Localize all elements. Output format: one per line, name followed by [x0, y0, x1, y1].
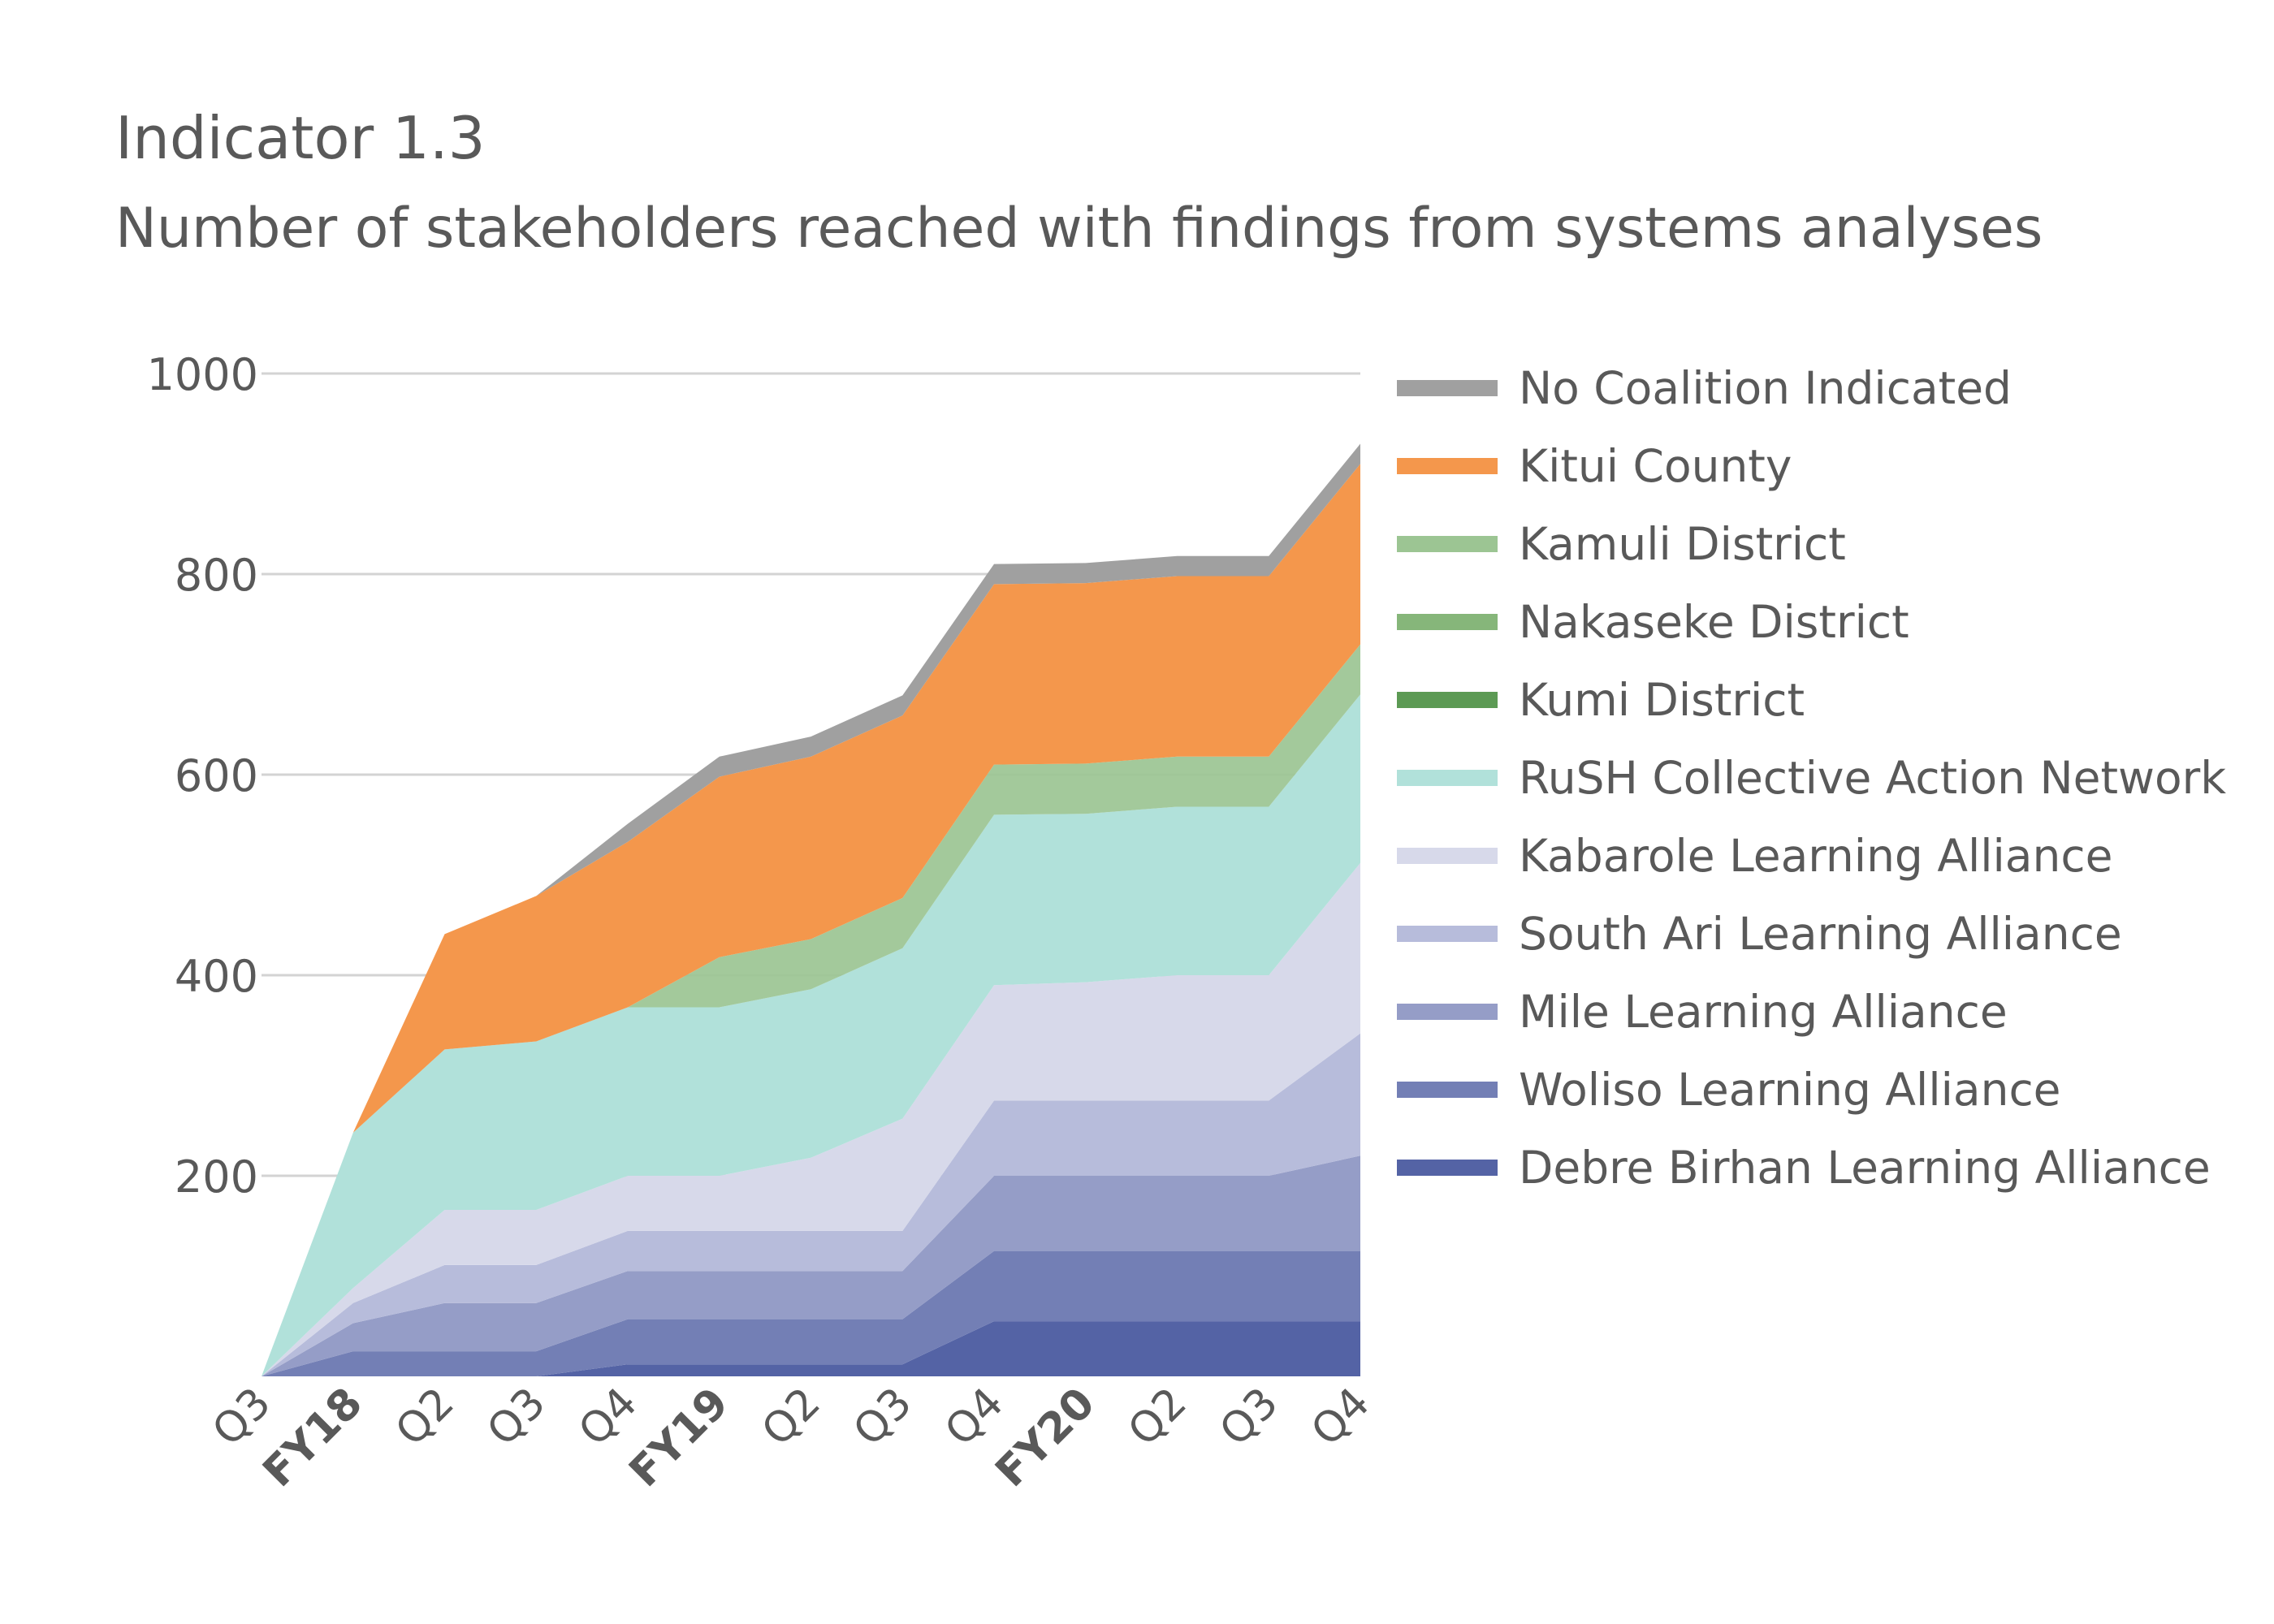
legend-label: RuSH Collective Action Network — [1519, 752, 2227, 804]
legend-swatch — [1397, 926, 1498, 942]
y-tick-label: 1000 — [147, 349, 258, 400]
legend-swatch — [1397, 1160, 1498, 1176]
legend-item: Kamuli District — [1397, 505, 2226, 583]
x-tick-label: Q4 — [1302, 1379, 1379, 1456]
legend-item: RuSH Collective Action Network — [1397, 739, 2226, 817]
legend-item: Kitui County — [1397, 427, 2226, 505]
legend-label: Kamuli District — [1519, 518, 1846, 570]
x-tick-label: Q2 — [387, 1379, 464, 1456]
legend-label: Debre Birhan Learning Alliance — [1519, 1142, 2211, 1194]
legend-label: South Ari Learning Alliance — [1519, 908, 2122, 960]
legend-item: No Coalition Indicated — [1397, 349, 2226, 427]
y-tick-label: 200 — [175, 1151, 258, 1203]
x-tick-label: Q3 — [203, 1379, 280, 1456]
legend-item: Kumi District — [1397, 661, 2226, 739]
x-tick-label: Q4 — [569, 1379, 646, 1456]
legend-label: Kabarole Learning Alliance — [1519, 830, 2113, 882]
legend-swatch — [1397, 848, 1498, 864]
area-woliso-learning-alliance — [262, 1250, 1360, 1376]
legend-item: Debre Birhan Learning Alliance — [1397, 1129, 2226, 1207]
area-debre-birhan-learning-alliance — [262, 1321, 1360, 1376]
legend-swatch — [1397, 1082, 1498, 1098]
x-tick-label: FY18 — [254, 1379, 372, 1497]
y-tick-label: 800 — [175, 550, 258, 601]
legend-label: Mile Learning Alliance — [1519, 986, 2008, 1038]
legend-swatch — [1397, 1004, 1498, 1020]
legend-swatch — [1397, 380, 1498, 396]
area-mile-learning-alliance — [262, 1155, 1360, 1376]
legend-swatch — [1397, 458, 1498, 474]
legend-swatch — [1397, 536, 1498, 552]
x-tick-label: Q3 — [1211, 1379, 1288, 1456]
y-axis: 200 400 600 800 1000 — [147, 349, 258, 1203]
y-tick-label: 400 — [175, 951, 258, 1002]
area-kabarole-learning-alliance — [262, 862, 1360, 1376]
x-tick-label: Q3 — [478, 1379, 556, 1456]
chart-subtitle: Number of stakeholders reached with find… — [115, 197, 2043, 261]
area-rush-collective-action-network — [262, 694, 1360, 1376]
area-kitui-county — [262, 464, 1360, 1377]
legend-swatch — [1397, 614, 1498, 630]
y-tick-label: 600 — [175, 750, 258, 801]
legend-label: Kumi District — [1519, 674, 1805, 726]
x-tick-label: Q2 — [753, 1379, 830, 1456]
x-tick-label: FY20 — [987, 1379, 1105, 1497]
legend-item: Kabarole Learning Alliance — [1397, 817, 2226, 895]
legend-swatch — [1397, 770, 1498, 786]
legend-item: Mile Learning Alliance — [1397, 973, 2226, 1051]
legend-swatch — [1397, 692, 1498, 708]
area-layers — [262, 443, 1360, 1377]
x-tick-label: FY19 — [620, 1379, 738, 1497]
legend-label: Kitui County — [1519, 440, 1792, 492]
legend-item: Nakaseke District — [1397, 583, 2226, 661]
area-south-ari-learning-alliance — [262, 1033, 1360, 1376]
legend-label: No Coalition Indicated — [1519, 362, 2012, 414]
x-tick-label: Q2 — [1119, 1379, 1196, 1456]
x-tick-label: Q4 — [936, 1379, 1013, 1456]
legend-label: Nakaseke District — [1519, 596, 1909, 648]
legend-label: Woliso Learning Alliance — [1519, 1064, 2061, 1116]
legend-item: Woliso Learning Alliance — [1397, 1051, 2226, 1129]
chart-title: Indicator 1.3 — [115, 104, 486, 172]
legend-item: South Ari Learning Alliance — [1397, 895, 2226, 973]
x-tick-label: Q3 — [845, 1379, 922, 1456]
legend: No Coalition Indicated Kitui County Kamuli… — [1397, 349, 2226, 1207]
